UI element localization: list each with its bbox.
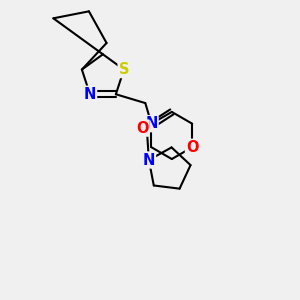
Text: S: S xyxy=(118,62,129,77)
Text: O: O xyxy=(186,140,199,155)
Text: N: N xyxy=(84,87,96,102)
Text: N: N xyxy=(145,116,158,131)
Text: N: N xyxy=(143,152,155,167)
Text: O: O xyxy=(136,121,148,136)
